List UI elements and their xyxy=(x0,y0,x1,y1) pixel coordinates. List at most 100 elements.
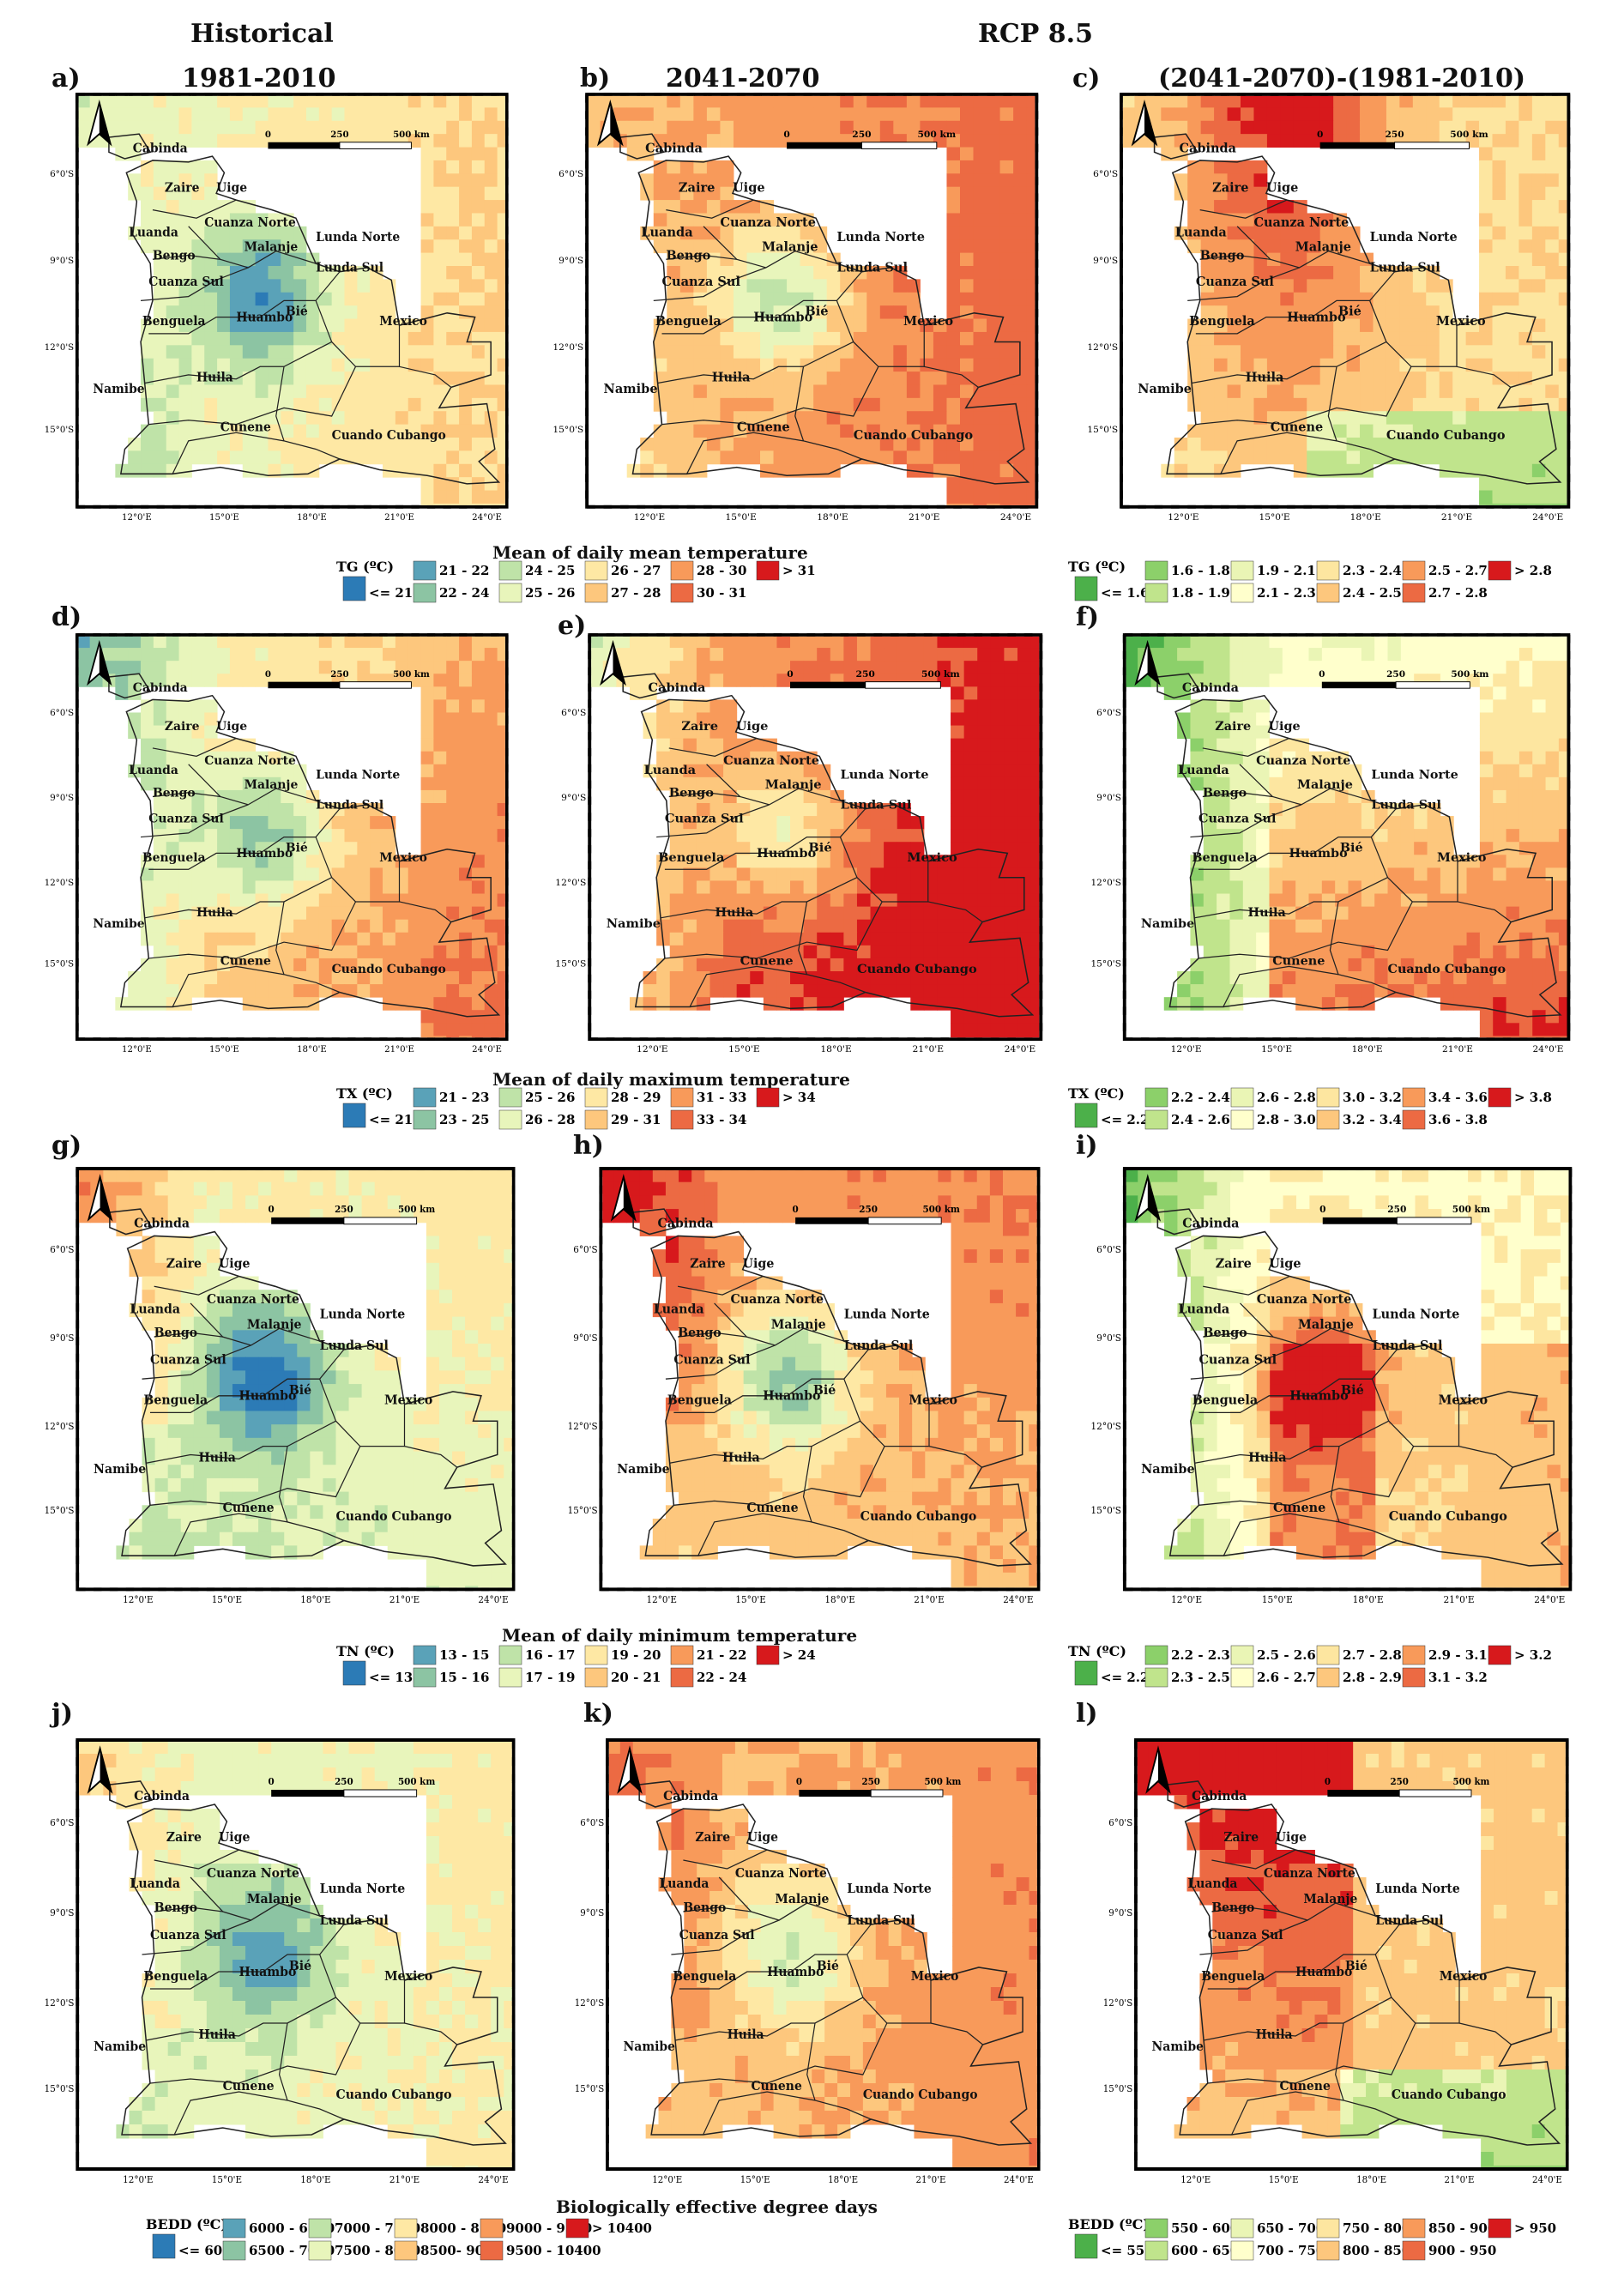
grid-cell xyxy=(933,450,947,465)
grid-cell xyxy=(471,699,486,713)
grid-cell xyxy=(420,411,434,426)
grid-cell xyxy=(191,932,205,946)
grid-cell xyxy=(217,213,231,227)
grid-cell xyxy=(946,318,961,333)
grid-cell xyxy=(242,438,257,451)
grid-cell xyxy=(803,648,818,662)
grid-cell xyxy=(1161,134,1175,148)
grid-cell xyxy=(1187,384,1202,399)
grid-cell xyxy=(1013,292,1028,306)
grid-cell xyxy=(669,661,684,674)
grid-cell xyxy=(973,331,987,346)
grid-cell xyxy=(897,932,911,946)
grid-cell xyxy=(433,252,447,267)
grid-cell xyxy=(153,397,167,412)
grid-cell xyxy=(370,661,383,674)
grid-cell xyxy=(1307,107,1321,122)
grid-cell xyxy=(1335,648,1349,662)
grid-cell xyxy=(484,438,498,451)
grid-cell xyxy=(1200,266,1215,280)
grid-cell xyxy=(830,971,844,985)
grid-cell xyxy=(977,661,992,674)
grid-cell xyxy=(491,1236,504,1250)
grid-cell xyxy=(999,358,1014,372)
grid-cell xyxy=(204,160,218,174)
grid-cell xyxy=(268,893,281,908)
grid-cell xyxy=(433,266,447,280)
grid-cell xyxy=(1545,919,1560,934)
grid-cell xyxy=(1293,331,1307,346)
grid-cell xyxy=(1269,764,1283,778)
grid-cell xyxy=(1187,200,1202,214)
grid-cell xyxy=(204,829,218,843)
grid-cell xyxy=(1414,829,1428,843)
grid-cell xyxy=(191,751,205,765)
grid-cell xyxy=(787,318,801,333)
grid-cell xyxy=(1177,648,1191,662)
panel-label-f: f) xyxy=(1076,602,1100,632)
grid-cell xyxy=(1122,107,1135,122)
grid-cell xyxy=(116,1222,130,1236)
grid-cell xyxy=(720,279,734,293)
grid-cell xyxy=(1282,816,1296,830)
grid-cell xyxy=(1227,95,1241,108)
grid-cell xyxy=(1479,438,1493,451)
grid-cell xyxy=(1293,305,1307,320)
grid-cell xyxy=(167,1262,182,1278)
grid-cell xyxy=(897,867,911,881)
grid-cell xyxy=(1319,213,1334,227)
grid-cell xyxy=(446,764,460,778)
grid-cell xyxy=(679,358,694,372)
grid-cell xyxy=(1282,803,1296,817)
province-border xyxy=(144,877,332,919)
grid-cell xyxy=(893,424,908,438)
grid-cell xyxy=(370,945,383,959)
grid-cell xyxy=(1122,95,1135,108)
grid-cell xyxy=(1439,120,1453,135)
lat-tick-label: 9°0'S xyxy=(561,793,586,803)
grid-cell xyxy=(1373,107,1387,122)
grid-cell xyxy=(1426,372,1440,385)
grid-cell xyxy=(471,266,486,280)
grid-cell xyxy=(946,147,961,161)
grid-cell xyxy=(1518,1023,1533,1036)
grid-cell xyxy=(706,318,721,333)
grid-cell xyxy=(141,173,154,188)
grid-cell xyxy=(720,266,734,280)
grid-cell xyxy=(990,1036,1005,1038)
grid-cell xyxy=(706,397,721,412)
grid-cell xyxy=(484,463,498,478)
grid-cell xyxy=(497,855,505,868)
grid-cell xyxy=(817,803,831,817)
grid-cell xyxy=(1439,345,1453,360)
grid-cell xyxy=(78,95,91,108)
grid-cell xyxy=(1307,372,1321,385)
grid-cell xyxy=(206,1181,220,1196)
grid-cell xyxy=(723,661,738,674)
grid-cell xyxy=(1280,107,1295,122)
grid-cell xyxy=(433,331,447,346)
grid-cell xyxy=(141,331,154,346)
grid-cell xyxy=(166,855,180,868)
lat-tick-label: 12°0'S xyxy=(1087,342,1118,353)
grid-cell xyxy=(1453,945,1468,959)
grid-cell xyxy=(141,438,154,451)
grid-cell xyxy=(803,764,818,778)
grid-cell xyxy=(217,855,231,868)
grid-cell xyxy=(217,636,231,649)
grid-cell xyxy=(830,945,844,959)
scale-bar: 0 250 500 km xyxy=(1319,669,1488,689)
grid-cell xyxy=(856,855,872,868)
grid-cell xyxy=(856,661,872,674)
grid-cell xyxy=(946,358,961,372)
grid-cell xyxy=(679,173,694,188)
lon-tick-label: 15°0'E xyxy=(726,511,757,523)
grid-cell xyxy=(497,880,505,895)
grid-cell xyxy=(763,674,777,687)
grid-cell xyxy=(255,397,269,412)
grid-cell xyxy=(990,712,1005,727)
grid-cell xyxy=(626,95,641,108)
grid-cell xyxy=(166,239,180,254)
grid-cell xyxy=(484,292,498,306)
province-border xyxy=(1370,837,1458,903)
